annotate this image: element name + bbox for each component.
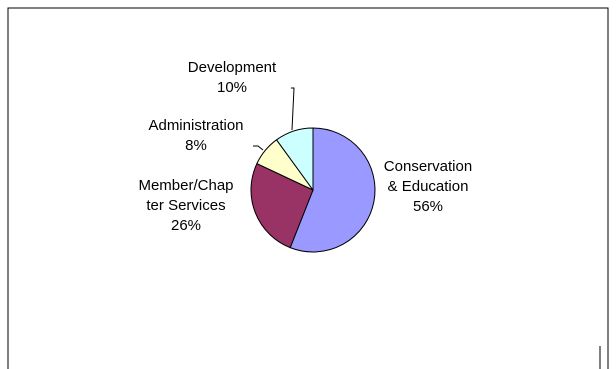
slice-name-label: Administration (148, 117, 243, 134)
slice-label: Administration 8% (148, 117, 243, 154)
slice-name-label: Member/Chap (138, 177, 233, 194)
slice-name-label: & Education (388, 178, 469, 195)
pie-slice (289, 127, 376, 253)
slice-name-label: Development (188, 59, 277, 76)
slice-percent-label: 10% (217, 79, 247, 96)
leader-lines (253, 87, 295, 151)
leader-line (291, 87, 295, 131)
pie-slice (275, 127, 314, 192)
slice-label: Development 10% (188, 59, 277, 96)
pie-slices (250, 127, 376, 253)
pie-slice (250, 162, 314, 249)
slice-label: Member/Chap ter Services 26% (138, 177, 233, 234)
slice-percent-label: 26% (171, 217, 201, 234)
leader-line (253, 145, 264, 151)
slice-name-label: Conservation (384, 158, 472, 175)
chart-frame (7, 7, 609, 369)
slice-label: Conservation & Education 56% (384, 158, 472, 215)
slice-labels: Conservation & Education 56% Member/Chap ter… (138, 59, 472, 234)
slice-percent-label: 56% (413, 198, 443, 215)
slice-name-label: ter Services (146, 197, 225, 214)
slice-percent-label: 8% (185, 137, 207, 154)
